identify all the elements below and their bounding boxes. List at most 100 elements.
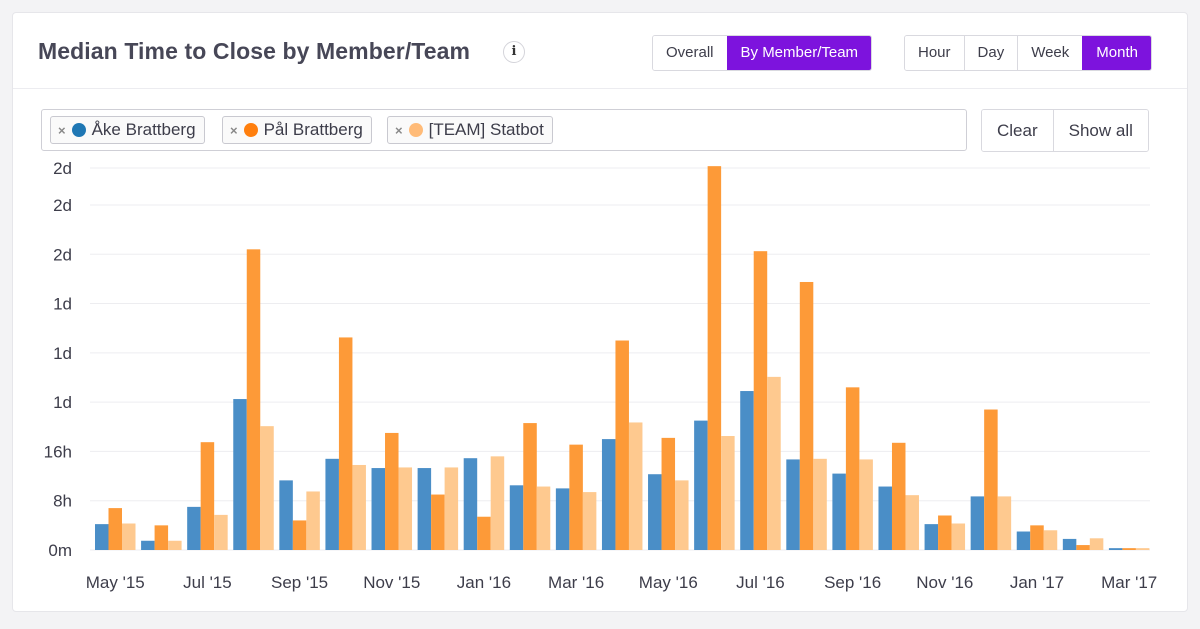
- bar[interactable]: [431, 494, 445, 550]
- filter-tag: × Pål Brattberg: [222, 116, 372, 144]
- bar[interactable]: [661, 437, 676, 550]
- bar[interactable]: [246, 249, 261, 550]
- bar[interactable]: [628, 422, 643, 550]
- day-button[interactable]: Day: [963, 36, 1018, 70]
- bar[interactable]: [1108, 548, 1123, 550]
- x-tick-label: Sep '16: [824, 573, 881, 592]
- filter-tag-label: [TEAM] Statbot: [428, 120, 544, 139]
- bar[interactable]: [1089, 538, 1104, 550]
- hour-button[interactable]: Hour: [905, 36, 964, 70]
- bar[interactable]: [523, 423, 537, 550]
- bar[interactable]: [767, 376, 781, 550]
- x-tick-label: Nov '15: [363, 573, 420, 592]
- bar[interactable]: [490, 456, 505, 550]
- bar[interactable]: [371, 468, 386, 550]
- x-tick-label: May '15: [86, 573, 145, 592]
- bar[interactable]: [292, 520, 307, 550]
- bar[interactable]: [385, 432, 399, 550]
- bar[interactable]: [233, 399, 247, 550]
- bar[interactable]: [601, 439, 616, 550]
- week-button[interactable]: Week: [1017, 36, 1083, 70]
- remove-tag-icon[interactable]: ×: [58, 122, 66, 138]
- bar[interactable]: [721, 436, 735, 550]
- y-tick-label: 8h: [53, 492, 72, 511]
- card-header: Median Time to Close by Member/Team i Ov…: [13, 13, 1187, 89]
- bar[interactable]: [338, 337, 353, 550]
- bar[interactable]: [1043, 530, 1058, 550]
- bar[interactable]: [325, 458, 339, 550]
- bar[interactable]: [859, 459, 873, 550]
- bar[interactable]: [398, 467, 413, 550]
- bar[interactable]: [740, 391, 754, 550]
- bar[interactable]: [1030, 525, 1044, 550]
- bar[interactable]: [582, 492, 597, 550]
- bar[interactable]: [970, 496, 985, 550]
- remove-tag-icon[interactable]: ×: [230, 122, 238, 138]
- y-tick-label: 16h: [44, 442, 72, 461]
- bar[interactable]: [95, 524, 109, 550]
- member-filter-input[interactable]: × Åke Brattberg × Pål Brattberg × [TEAM]…: [41, 109, 967, 151]
- bar[interactable]: [122, 523, 136, 550]
- bar[interactable]: [555, 488, 570, 550]
- show-all-button[interactable]: Show all: [1052, 110, 1148, 151]
- bar[interactable]: [694, 420, 708, 550]
- bar[interactable]: [1016, 531, 1031, 550]
- bar[interactable]: [707, 166, 722, 550]
- bar[interactable]: [997, 496, 1012, 550]
- bar[interactable]: [187, 506, 201, 550]
- bar[interactable]: [753, 251, 768, 550]
- bar[interactable]: [878, 486, 892, 550]
- bar[interactable]: [279, 480, 293, 550]
- bar[interactable]: [141, 540, 155, 550]
- bar[interactable]: [477, 516, 491, 550]
- bar[interactable]: [260, 426, 274, 550]
- bar[interactable]: [154, 525, 169, 550]
- y-tick-label: 0m: [48, 541, 72, 560]
- bar[interactable]: [569, 444, 583, 550]
- bar[interactable]: [509, 485, 524, 550]
- bar[interactable]: [306, 491, 320, 550]
- bar[interactable]: [1135, 548, 1150, 550]
- bar[interactable]: [832, 473, 846, 550]
- bar[interactable]: [938, 515, 952, 550]
- bar[interactable]: [417, 468, 432, 550]
- bar[interactable]: [845, 387, 860, 550]
- overall-button[interactable]: Overall: [653, 36, 727, 70]
- y-tick-label: 1d: [53, 393, 72, 412]
- series-color-dot: [408, 123, 423, 137]
- by-member-team-button[interactable]: By Member/Team: [726, 36, 872, 70]
- bar[interactable]: [615, 340, 629, 550]
- bar[interactable]: [108, 508, 123, 550]
- month-button[interactable]: Month: [1082, 36, 1151, 70]
- info-icon[interactable]: i: [503, 41, 525, 63]
- bar[interactable]: [951, 523, 966, 550]
- bar[interactable]: [648, 474, 662, 550]
- bar[interactable]: [891, 442, 906, 550]
- bar[interactable]: [675, 480, 689, 550]
- bar[interactable]: [200, 442, 215, 550]
- bar[interactable]: [813, 458, 827, 550]
- bar[interactable]: [924, 524, 939, 550]
- bar[interactable]: [536, 486, 551, 550]
- bar[interactable]: [214, 514, 228, 550]
- bar[interactable]: [786, 459, 800, 550]
- bar[interactable]: [168, 540, 182, 550]
- bar[interactable]: [352, 464, 366, 550]
- bar[interactable]: [463, 458, 478, 550]
- x-tick-label: Jul '15: [183, 573, 232, 592]
- series-color-dot: [243, 123, 258, 137]
- filter-tag-label: Åke Brattberg: [91, 120, 196, 139]
- x-tick-label: Sep '15: [271, 573, 328, 592]
- remove-tag-icon[interactable]: ×: [395, 122, 403, 138]
- bar[interactable]: [799, 281, 814, 550]
- bar[interactable]: [1062, 538, 1077, 550]
- clear-button[interactable]: Clear: [982, 110, 1053, 151]
- x-tick-label: Jul '16: [736, 573, 785, 592]
- bar[interactable]: [984, 409, 998, 550]
- bar[interactable]: [1122, 548, 1136, 550]
- view-toggle: Overall By Member/Team: [652, 35, 873, 71]
- bar[interactable]: [1076, 545, 1090, 550]
- bar[interactable]: [905, 495, 919, 550]
- bar[interactable]: [444, 467, 459, 550]
